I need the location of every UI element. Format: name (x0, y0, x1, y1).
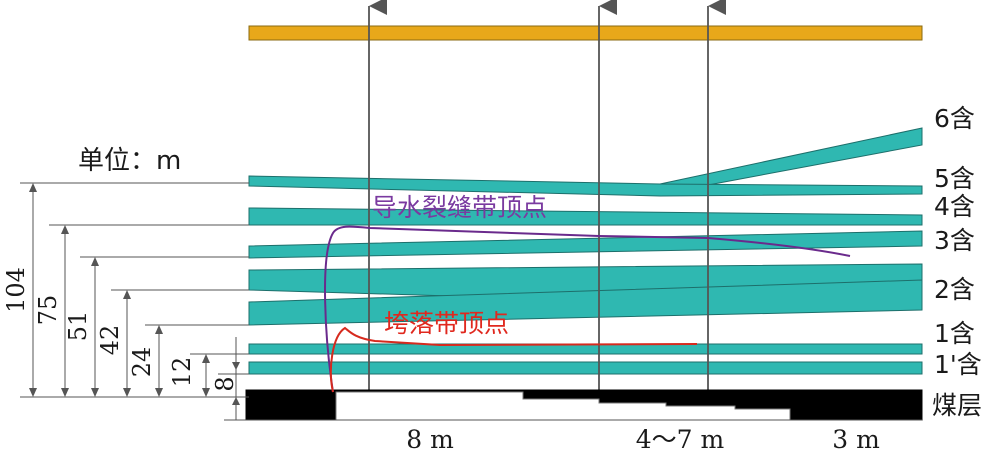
caving-zone-label: 垮落带顶点 (384, 309, 509, 338)
height-8: 8 (211, 376, 239, 391)
unit-label: 单位：m (78, 146, 181, 176)
aquifer-label-group: 6含 5含 4含 3含 2含 1含 1'含 煤层 (932, 104, 982, 420)
surface-bar (248, 25, 923, 41)
caving-zone-curve (330, 326, 698, 393)
height-51: 51 (64, 311, 92, 342)
height-24: 24 (128, 347, 156, 378)
bottom-label-3m: 3 m (832, 425, 880, 454)
bottom-labels: 8 m 4～7 m 3 m (406, 425, 880, 454)
coal-seam (245, 389, 923, 421)
aquifer-label-1: 1含 (934, 319, 975, 348)
goaf-step (335, 391, 791, 421)
aquifer-2b (248, 279, 923, 326)
dimension-lines (20, 182, 249, 421)
aquifer-1 (248, 343, 923, 355)
dimension-arrowheads (29, 183, 240, 405)
aquifer-label-6: 6含 (934, 104, 975, 133)
aquifer-5 (248, 175, 923, 197)
fracture-zone-curve (324, 225, 851, 393)
height-12: 12 (168, 357, 196, 388)
height-42: 42 (96, 325, 124, 356)
fracture-zone-label: 导水裂缝带顶点 (372, 193, 547, 222)
height-labels: 104 75 51 42 24 12 8 (2, 267, 239, 392)
height-75: 75 (34, 295, 62, 326)
aquifer-layers (248, 127, 923, 375)
aquifer-4 (248, 207, 923, 226)
aquifer-label-1prime: 1'含 (934, 350, 982, 379)
aquifer-label-5: 5含 (934, 164, 975, 193)
aquifer-label-4: 4含 (934, 192, 975, 221)
bottom-label-8m: 8 m (406, 425, 454, 454)
vertical-arrows (368, 0, 726, 390)
aquifer-label-3: 3含 (934, 226, 975, 255)
aquifer-3 (248, 230, 923, 259)
height-104: 104 (2, 267, 30, 313)
aquifer-1prime (248, 361, 923, 375)
bottom-label-4-7m: 4～7 m (636, 425, 725, 454)
coal-seam-label: 煤层 (932, 391, 982, 420)
aquifer-label-2: 2含 (934, 275, 975, 304)
